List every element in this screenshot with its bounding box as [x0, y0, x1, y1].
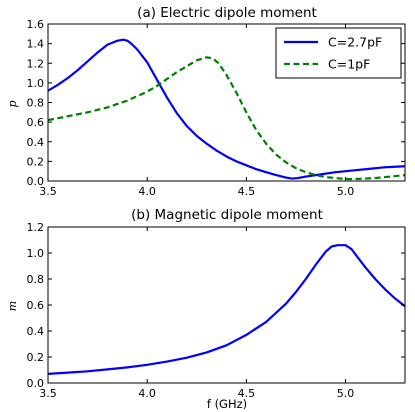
x-axis-label: f (GHz) — [207, 397, 247, 411]
y-tick-label: 0.8 — [27, 97, 45, 110]
y-axis-label: m — [6, 301, 19, 311]
y-tick-label: 0.4 — [27, 136, 45, 149]
y-tick-label: 1.0 — [27, 77, 45, 90]
x-tick-label: 3.5 — [39, 387, 57, 400]
legend-box — [275, 27, 402, 79]
y-tick-label: 0.2 — [27, 351, 45, 364]
y-tick-label: 0.8 — [27, 273, 45, 286]
y-tick-label: 1.2 — [27, 57, 45, 70]
x-tick-label: 4.5 — [238, 387, 256, 400]
x-tick-label: 5.0 — [337, 387, 355, 400]
y-tick-label: 1.4 — [27, 38, 45, 51]
chart-panel-a: (a) Electric dipole moment p 3.5 4.0 4.5 5.… — [6, 5, 406, 198]
y-axis-label: p — [6, 100, 19, 107]
series-line-c-1pf — [48, 56, 405, 181]
series-line-c-2-7pf — [48, 38, 405, 180]
chart-title: (b) Magnetic dipole moment — [131, 207, 323, 223]
chart-title: (a) Electric dipole moment — [137, 5, 317, 21]
y-tick-label: 1.0 — [27, 247, 45, 260]
series-line-m — [48, 244, 405, 375]
y-tick-label: 0.6 — [27, 299, 45, 312]
legend: C=2.7pF C=1pF — [275, 27, 402, 79]
x-tick-label: 3.5 — [39, 185, 57, 198]
x-tick-label: 4.0 — [138, 387, 156, 400]
x-tick-label: 5.0 — [337, 185, 355, 198]
chart-panel-b: (b) Magnetic dipole moment m f (GHz) 3.5… — [6, 207, 406, 411]
y-tick-label: 1.2 — [27, 221, 45, 234]
x-tick-label: 4.5 — [238, 185, 256, 198]
y-tick-label: 0.0 — [27, 377, 45, 390]
legend-label: C=2.7pF — [328, 35, 382, 50]
x-tick-label: 4.0 — [138, 185, 156, 198]
legend-label: C=1pF — [328, 57, 370, 72]
y-tick-label: 0.6 — [27, 116, 45, 129]
y-tick-label: 0.0 — [27, 175, 45, 188]
y-tick-label: 1.6 — [27, 18, 45, 31]
y-tick-label: 0.4 — [27, 325, 45, 338]
y-tick-label: 0.2 — [27, 155, 45, 168]
